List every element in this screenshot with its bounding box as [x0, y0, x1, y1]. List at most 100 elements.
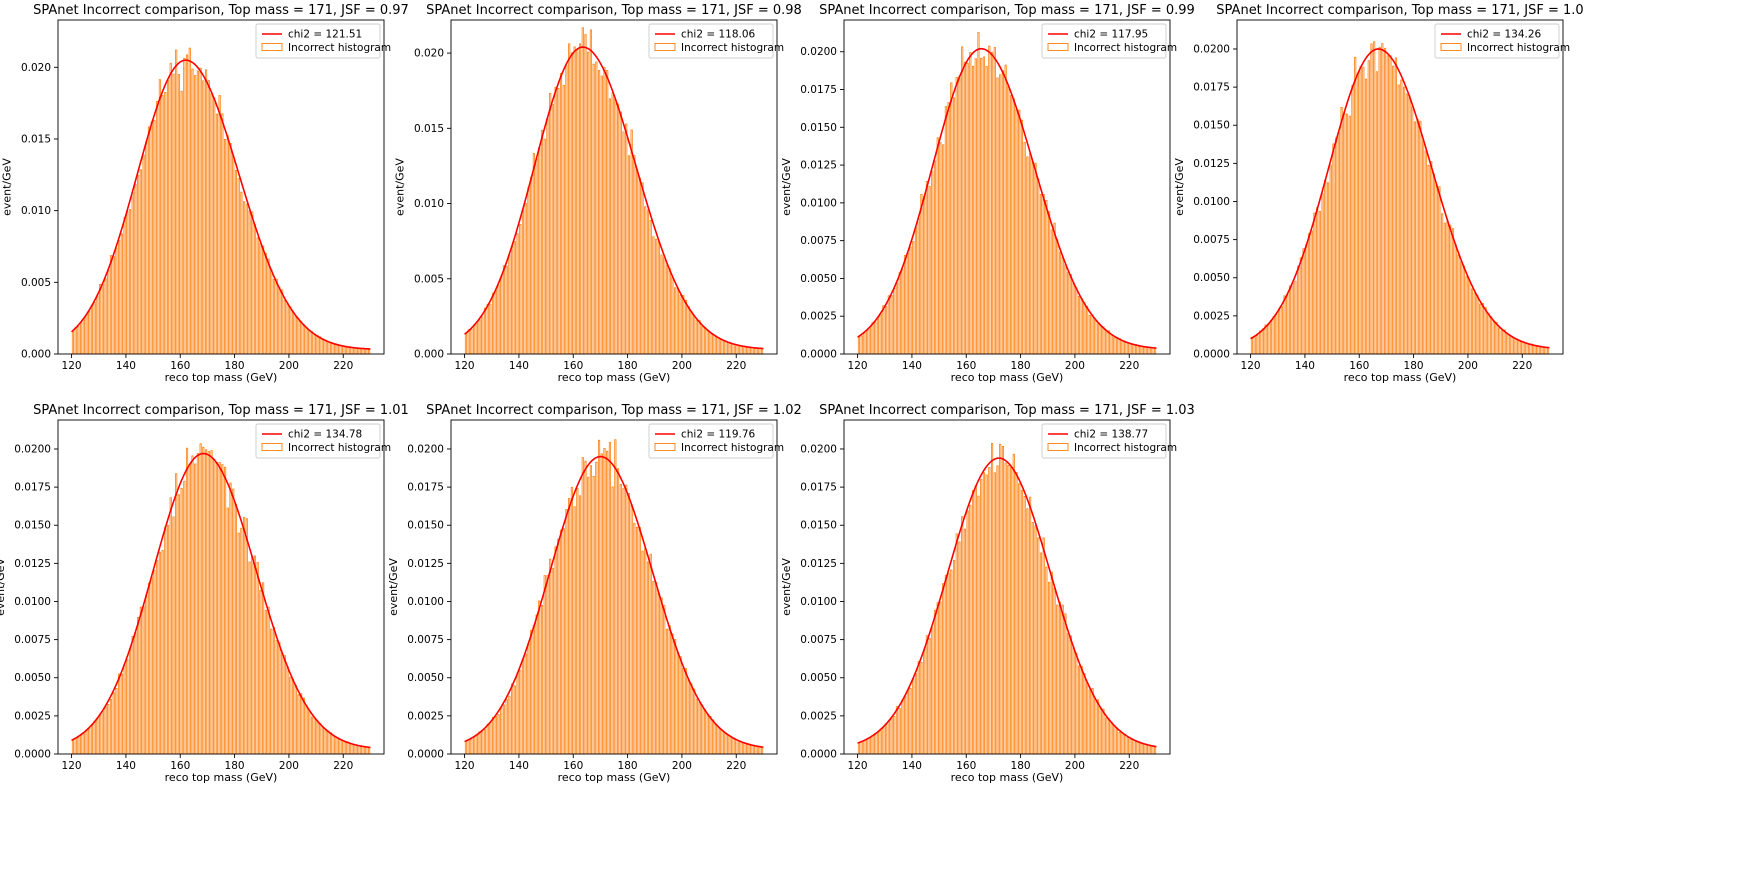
- legend-box: [1434, 23, 1560, 59]
- y-tick-label: 0.0200: [407, 443, 444, 455]
- legend-patch-swatch: [261, 443, 283, 451]
- legend-box: [255, 423, 381, 459]
- subplot-title: SPAnet Incorrect comparison, Top mass = …: [33, 403, 409, 418]
- legend-label-fit: chi2 = 118.06: [681, 29, 756, 41]
- y-tick-label: 0.020: [414, 48, 444, 60]
- x-tick-label: 120: [848, 760, 868, 772]
- x-axis-label: reco top mass (GeV): [165, 371, 278, 384]
- y-tick-label: 0.0125: [1193, 158, 1230, 170]
- x-tick-label: 180: [225, 360, 245, 372]
- y-tick-label: 0.005: [21, 277, 51, 289]
- legend-label-histogram: Incorrect histogram: [681, 42, 784, 54]
- legend-patch-swatch: [1440, 43, 1462, 51]
- y-tick-label: 0.0175: [800, 482, 837, 494]
- fit-curve: [464, 46, 764, 350]
- x-tick-label: 200: [672, 360, 692, 372]
- x-tick-label: 180: [1404, 360, 1424, 372]
- subplot-title: SPAnet Incorrect comparison, Top mass = …: [819, 403, 1195, 418]
- x-tick-label: 140: [902, 760, 922, 772]
- x-tick-label: 120: [848, 360, 868, 372]
- fit-curve: [857, 457, 1157, 748]
- y-axis-label: event/GeV: [780, 558, 793, 616]
- axes-frame: [450, 419, 778, 755]
- x-tick-label: 160: [1349, 360, 1369, 372]
- y-tick-label: 0.0025: [1193, 310, 1230, 322]
- x-tick-label: 220: [333, 360, 353, 372]
- subplot-7: SPAnet Incorrect comparison, Top mass = …: [780, 403, 1195, 784]
- y-tick-label: 0.0150: [800, 520, 837, 532]
- x-tick-label: 140: [1295, 360, 1315, 372]
- y-tick-label: 0.0125: [14, 558, 51, 570]
- legend-patch-swatch: [654, 443, 676, 451]
- x-axis-label: reco top mass (GeV): [558, 371, 671, 384]
- subplot-5: SPAnet Incorrect comparison, Top mass = …: [0, 403, 409, 784]
- x-tick-label: 140: [509, 360, 529, 372]
- y-tick-label: 0.0075: [1193, 234, 1230, 246]
- subplot-4: SPAnet Incorrect comparison, Top mass = …: [1173, 3, 1583, 384]
- y-tick-label: 0.005: [414, 273, 444, 285]
- y-tick-label: 0.015: [414, 123, 444, 135]
- y-tick-label: 0.0175: [14, 482, 51, 494]
- y-tick-label: 0.0175: [800, 84, 837, 96]
- x-tick-label: 120: [455, 760, 475, 772]
- x-tick-label: 220: [1512, 360, 1532, 372]
- legend-patch-swatch: [261, 43, 283, 51]
- y-axis-label: event/GeV: [394, 158, 407, 216]
- x-tick-label: 140: [116, 760, 136, 772]
- subplot-3: SPAnet Incorrect comparison, Top mass = …: [780, 3, 1195, 384]
- y-tick-label: 0.0200: [800, 46, 837, 58]
- y-tick-label: 0.0025: [800, 311, 837, 323]
- x-tick-label: 140: [116, 360, 136, 372]
- fit-curve: [857, 47, 1157, 349]
- x-tick-label: 220: [1119, 360, 1139, 372]
- y-tick-label: 0.0150: [800, 122, 837, 134]
- x-tick-label: 200: [1065, 760, 1085, 772]
- subplot-1: SPAnet Incorrect comparison, Top mass = …: [1, 3, 409, 384]
- y-axis-label: event/GeV: [1, 158, 14, 216]
- y-tick-label: 0.0000: [800, 349, 837, 361]
- y-tick-label: 0.0150: [407, 520, 444, 532]
- legend-label-fit: chi2 = 121.51: [288, 29, 362, 41]
- x-tick-label: 120: [455, 360, 475, 372]
- legend-label-histogram: Incorrect histogram: [288, 42, 391, 54]
- y-tick-label: 0.0050: [800, 273, 837, 285]
- fit-curve: [71, 59, 371, 350]
- y-tick-label: 0.0200: [14, 443, 51, 455]
- x-axis-label: reco top mass (GeV): [951, 371, 1064, 384]
- axes-frame: [57, 19, 385, 355]
- x-tick-label: 180: [1011, 760, 1031, 772]
- y-tick-label: 0.0075: [800, 235, 837, 247]
- y-tick-label: 0.020: [21, 62, 51, 74]
- x-tick-label: 200: [279, 360, 299, 372]
- legend-label-histogram: Incorrect histogram: [681, 442, 784, 454]
- legend-patch-swatch: [1047, 443, 1069, 451]
- x-tick-label: 220: [1119, 760, 1139, 772]
- y-axis-label: event/GeV: [1173, 158, 1186, 216]
- y-tick-label: 0.0025: [14, 710, 51, 722]
- subplot-grid: SPAnet Incorrect comparison, Top mass = …: [0, 3, 1584, 784]
- fit-curve: [1250, 48, 1550, 349]
- legend-label-fit: chi2 = 134.26: [1467, 29, 1542, 41]
- y-tick-label: 0.0000: [800, 749, 837, 761]
- x-tick-label: 120: [1241, 360, 1261, 372]
- y-tick-label: 0.0175: [1193, 82, 1230, 94]
- subplot-title: SPAnet Incorrect comparison, Top mass = …: [819, 3, 1195, 18]
- y-tick-label: 0.0200: [1193, 43, 1230, 55]
- y-tick-label: 0.000: [414, 349, 444, 361]
- x-axis-label: reco top mass (GeV): [1344, 371, 1457, 384]
- legend-box: [1041, 423, 1167, 459]
- legend-box: [1041, 23, 1167, 59]
- subplot-title: SPAnet Incorrect comparison, Top mass = …: [1216, 3, 1583, 18]
- x-tick-label: 200: [279, 760, 299, 772]
- y-tick-label: 0.0125: [407, 558, 444, 570]
- legend-box: [648, 23, 774, 59]
- subplot-6: SPAnet Incorrect comparison, Top mass = …: [387, 403, 802, 784]
- fit-curve: [71, 452, 371, 749]
- axes-frame: [1236, 19, 1564, 355]
- x-axis-label: reco top mass (GeV): [951, 771, 1064, 784]
